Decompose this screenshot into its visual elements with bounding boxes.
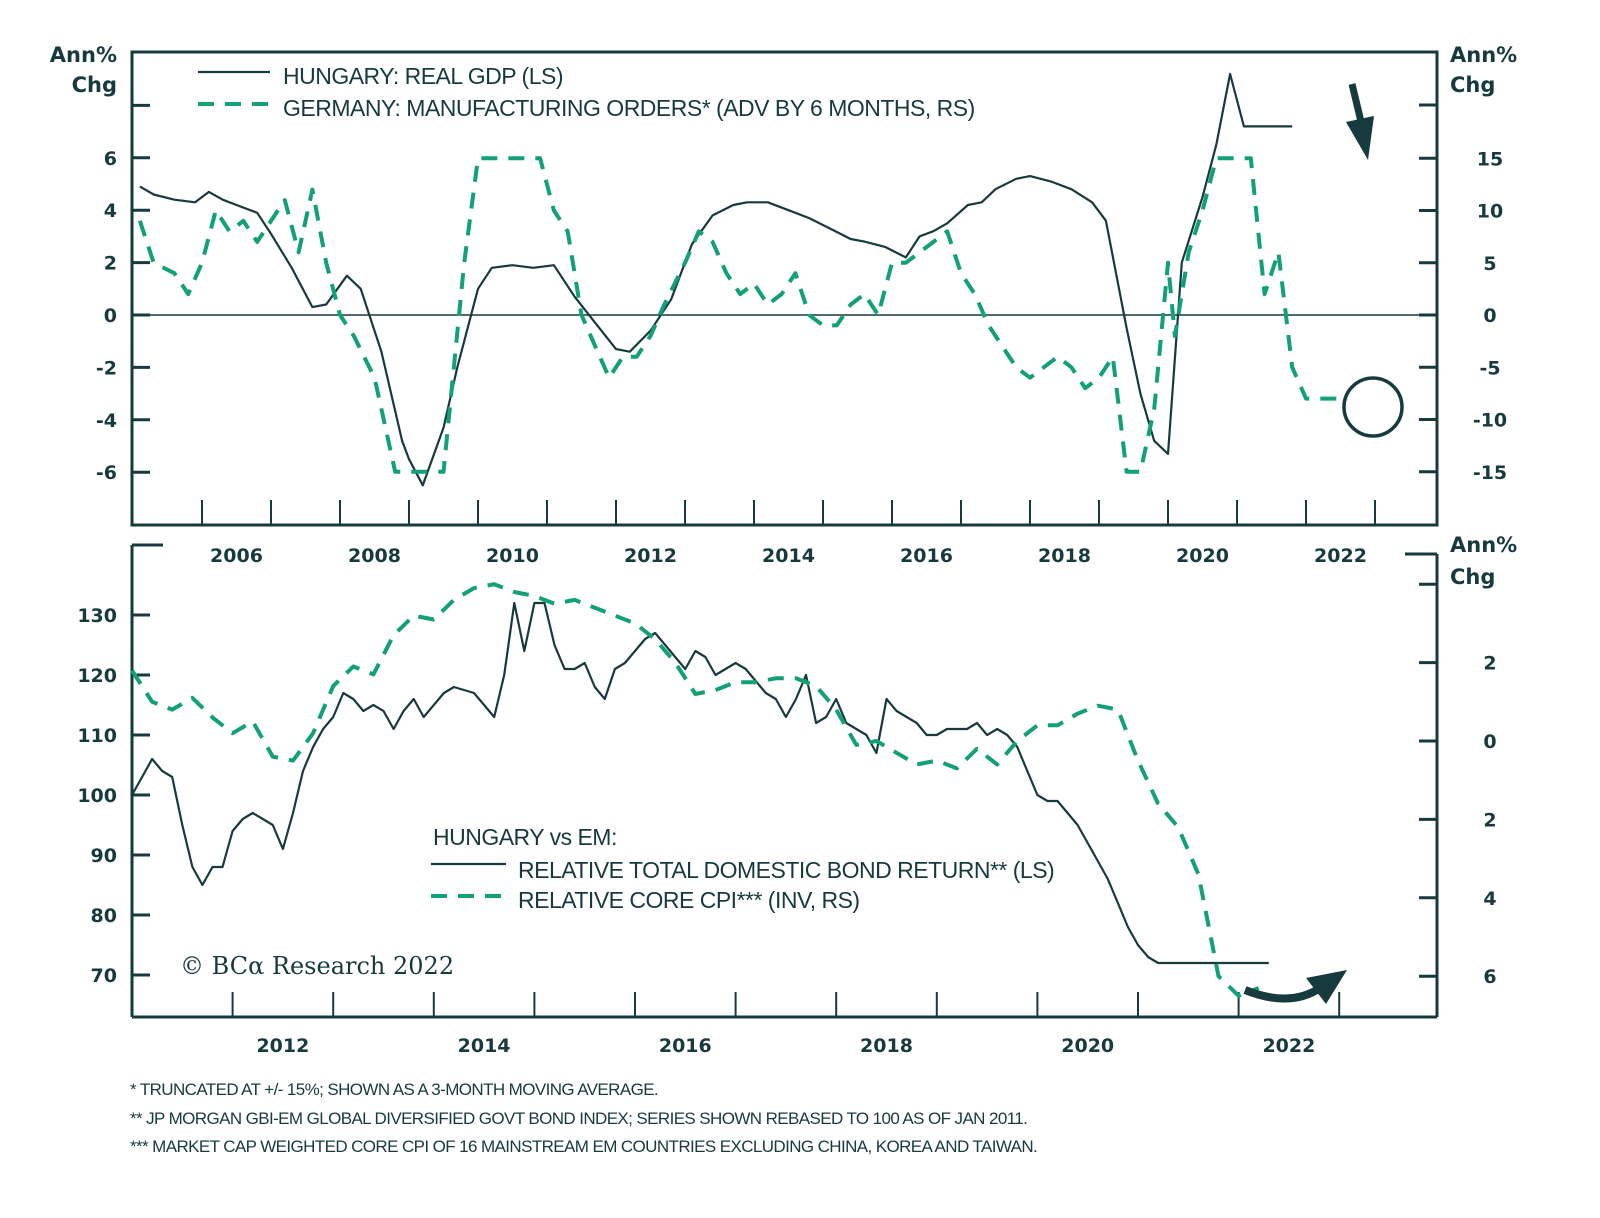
bottom-right-axis: 2 0 2 4 6 <box>1419 582 1497 988</box>
down-arrow-icon <box>1346 116 1374 160</box>
legend-label-orders: GERMANY: MANUFACTURING ORDERS* (ADV BY 6… <box>283 95 975 121</box>
left-tick-label: -2 <box>96 357 117 379</box>
bottom-right-unit-line1: Ann% <box>1450 533 1517 557</box>
highlight-circle <box>1342 376 1404 438</box>
series-hungary-gdp <box>139 72 1293 487</box>
right-tick-label: 2 <box>1483 653 1496 675</box>
top-x-axis: 2006 2008 2010 2012 2014 2016 2018 2020 2022 <box>201 500 1376 567</box>
top-plot-frame <box>130 50 1439 527</box>
bottom-legend: HUNGARY vs EM: RELATIVE TOTAL DOMESTIC B… <box>431 824 1055 913</box>
bottom-x-axis: 2012 2014 2016 2018 2020 2022 <box>231 992 1341 1057</box>
top-left-unit-line1: Ann% <box>50 43 117 67</box>
x-tick-label: 2018 <box>860 1035 913 1057</box>
left-tick-label: 120 <box>77 665 117 687</box>
top-left-unit-line2: Chg <box>72 73 117 97</box>
left-tick-label: 4 <box>104 200 117 222</box>
x-tick-label: 2012 <box>624 545 677 567</box>
x-tick-label: 2014 <box>458 1035 511 1057</box>
right-tick-label: 0 <box>1483 305 1496 327</box>
down-arrow-annotation <box>1346 83 1374 160</box>
right-tick-label: -5 <box>1479 357 1500 379</box>
left-tick-label: 130 <box>77 605 117 627</box>
footnote-2: ** JP MORGAN GBI-EM GLOBAL DIVERSIFIED G… <box>130 1109 1027 1128</box>
left-tick-label: 90 <box>91 845 117 867</box>
x-tick-label: 2018 <box>1038 545 1091 567</box>
legend-label-cpi: RELATIVE CORE CPI*** (INV, RS) <box>518 887 860 913</box>
top-left-axis: -6 -4 -2 0 2 4 6 <box>96 103 150 484</box>
x-tick-label: 2016 <box>659 1035 712 1057</box>
x-tick-label: 2020 <box>1061 1035 1114 1057</box>
bottom-left-axis: 70 80 90 100 110 120 130 <box>77 605 150 987</box>
left-tick-label: -6 <box>96 462 117 484</box>
x-tick-label: 2022 <box>1314 545 1367 567</box>
legend-label-bond: RELATIVE TOTAL DOMESTIC BOND RETURN** (L… <box>518 857 1054 883</box>
series-bond-return <box>131 601 1269 965</box>
right-tick-label: 10 <box>1477 201 1503 223</box>
bottom-right-unit-line2: Chg <box>1450 565 1495 589</box>
right-tick-label: -15 <box>1473 462 1507 484</box>
bottom-series-group <box>130 582 1269 998</box>
left-tick-label: 6 <box>104 148 117 170</box>
top-legend: HUNGARY: REAL GDP (LS) GERMANY: MANUFACT… <box>198 63 975 121</box>
top-right-axis: -15 -10 -5 0 5 10 15 <box>1419 103 1507 484</box>
x-tick-label: 2014 <box>762 545 815 567</box>
x-tick-label: 2022 <box>1262 1035 1315 1057</box>
legend-label-gdp: HUNGARY: REAL GDP (LS) <box>283 63 563 89</box>
x-tick-label: 2020 <box>1176 545 1229 567</box>
right-tick-label: -10 <box>1473 410 1507 432</box>
x-tick-label: 2006 <box>210 545 263 567</box>
right-tick-label: 6 <box>1483 966 1496 988</box>
series-germany-orders <box>138 156 1348 474</box>
top-series-group <box>138 72 1348 487</box>
left-tick-label: -4 <box>96 410 117 432</box>
left-tick-label: 2 <box>104 253 117 275</box>
x-tick-label: 2016 <box>900 545 953 567</box>
footnote-1: * TRUNCATED AT +/- 15%; SHOWN AS A 3-MON… <box>130 1080 658 1099</box>
left-tick-label: 80 <box>91 905 117 927</box>
footnotes: * TRUNCATED AT +/- 15%; SHOWN AS A 3-MON… <box>130 1080 1038 1156</box>
top-right-unit-line1: Ann% <box>1450 43 1517 67</box>
right-tick-label: 0 <box>1483 731 1496 753</box>
curved-arrow-annotation <box>1243 970 1347 1004</box>
footnote-3: *** MARKET CAP WEIGHTED CORE CPI OF 16 M… <box>130 1137 1037 1156</box>
right-tick-label: 5 <box>1483 253 1496 275</box>
x-tick-label: 2012 <box>256 1035 309 1057</box>
right-tick-label: 2 <box>1483 809 1496 831</box>
left-tick-label: 0 <box>104 305 117 327</box>
right-tick-label: 15 <box>1477 148 1503 170</box>
left-tick-label: 70 <box>91 965 117 987</box>
x-tick-label: 2008 <box>348 545 401 567</box>
legend-title: HUNGARY vs EM: <box>433 824 617 850</box>
series-core-cpi <box>130 582 1260 998</box>
right-tick-label: 4 <box>1483 888 1496 910</box>
watermark: © BCα Research 2022 <box>180 952 454 980</box>
x-tick-label: 2010 <box>486 545 539 567</box>
left-tick-label: 100 <box>77 785 117 807</box>
left-tick-label: 110 <box>77 725 117 747</box>
top-right-unit-line2: Chg <box>1450 73 1495 97</box>
curved-arrow-icon <box>1306 970 1347 1004</box>
